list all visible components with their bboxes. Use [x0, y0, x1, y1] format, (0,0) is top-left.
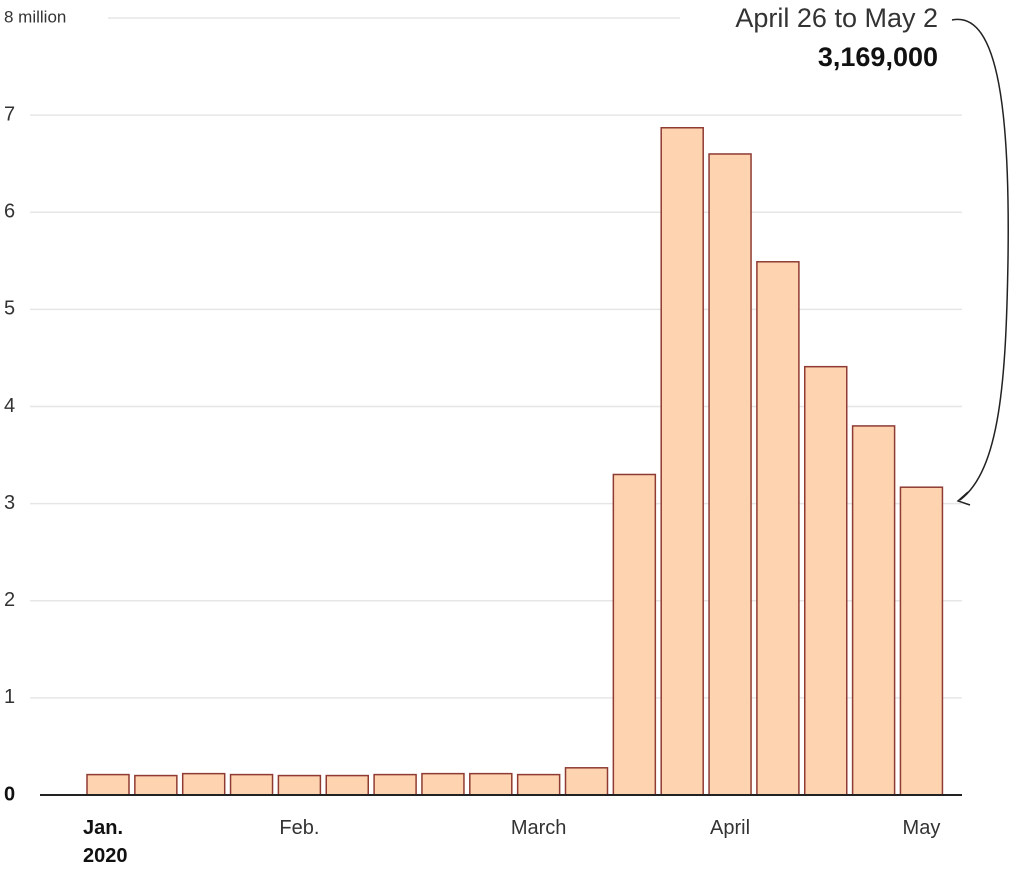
bar — [516, 773, 561, 796]
bar — [229, 773, 274, 796]
y-tick-label: 1 — [4, 686, 15, 708]
bar — [277, 774, 322, 796]
bar — [804, 365, 848, 796]
bar — [756, 261, 800, 796]
annotation-text: April 26 to May 2 — [735, 3, 938, 33]
bar — [134, 774, 178, 796]
annotation-value: 3,169,000 — [818, 42, 938, 72]
y-tick-label: 6 — [4, 201, 15, 223]
bar — [660, 127, 704, 796]
x-tick-label: May — [903, 817, 941, 839]
bar — [899, 486, 944, 796]
y-tick-label: 7 — [4, 103, 15, 125]
x-tick-label: Jan. 2020 — [83, 817, 128, 867]
y-tick-label: 2 — [4, 589, 15, 611]
y-tick-label: 4 — [4, 395, 15, 417]
y-tick-label: 0 — [4, 783, 15, 805]
bar — [325, 774, 369, 796]
x-tick-label: April — [710, 817, 750, 839]
bar — [612, 473, 657, 796]
bar — [564, 767, 609, 796]
arrow-head — [956, 491, 971, 506]
y-tick-label: 8 million — [4, 7, 66, 26]
bar — [421, 772, 465, 796]
bar — [181, 772, 226, 796]
x-tick-label: March — [511, 817, 567, 839]
bar — [708, 153, 752, 796]
x-tick-label: Feb. — [279, 817, 319, 839]
bar — [851, 425, 896, 796]
y-tick-label: 5 — [4, 298, 15, 320]
y-tick-label: 3 — [4, 492, 15, 514]
bar — [373, 773, 417, 796]
annotation-arrow — [951, 18, 1009, 501]
bar — [86, 773, 130, 796]
bar — [469, 772, 513, 796]
